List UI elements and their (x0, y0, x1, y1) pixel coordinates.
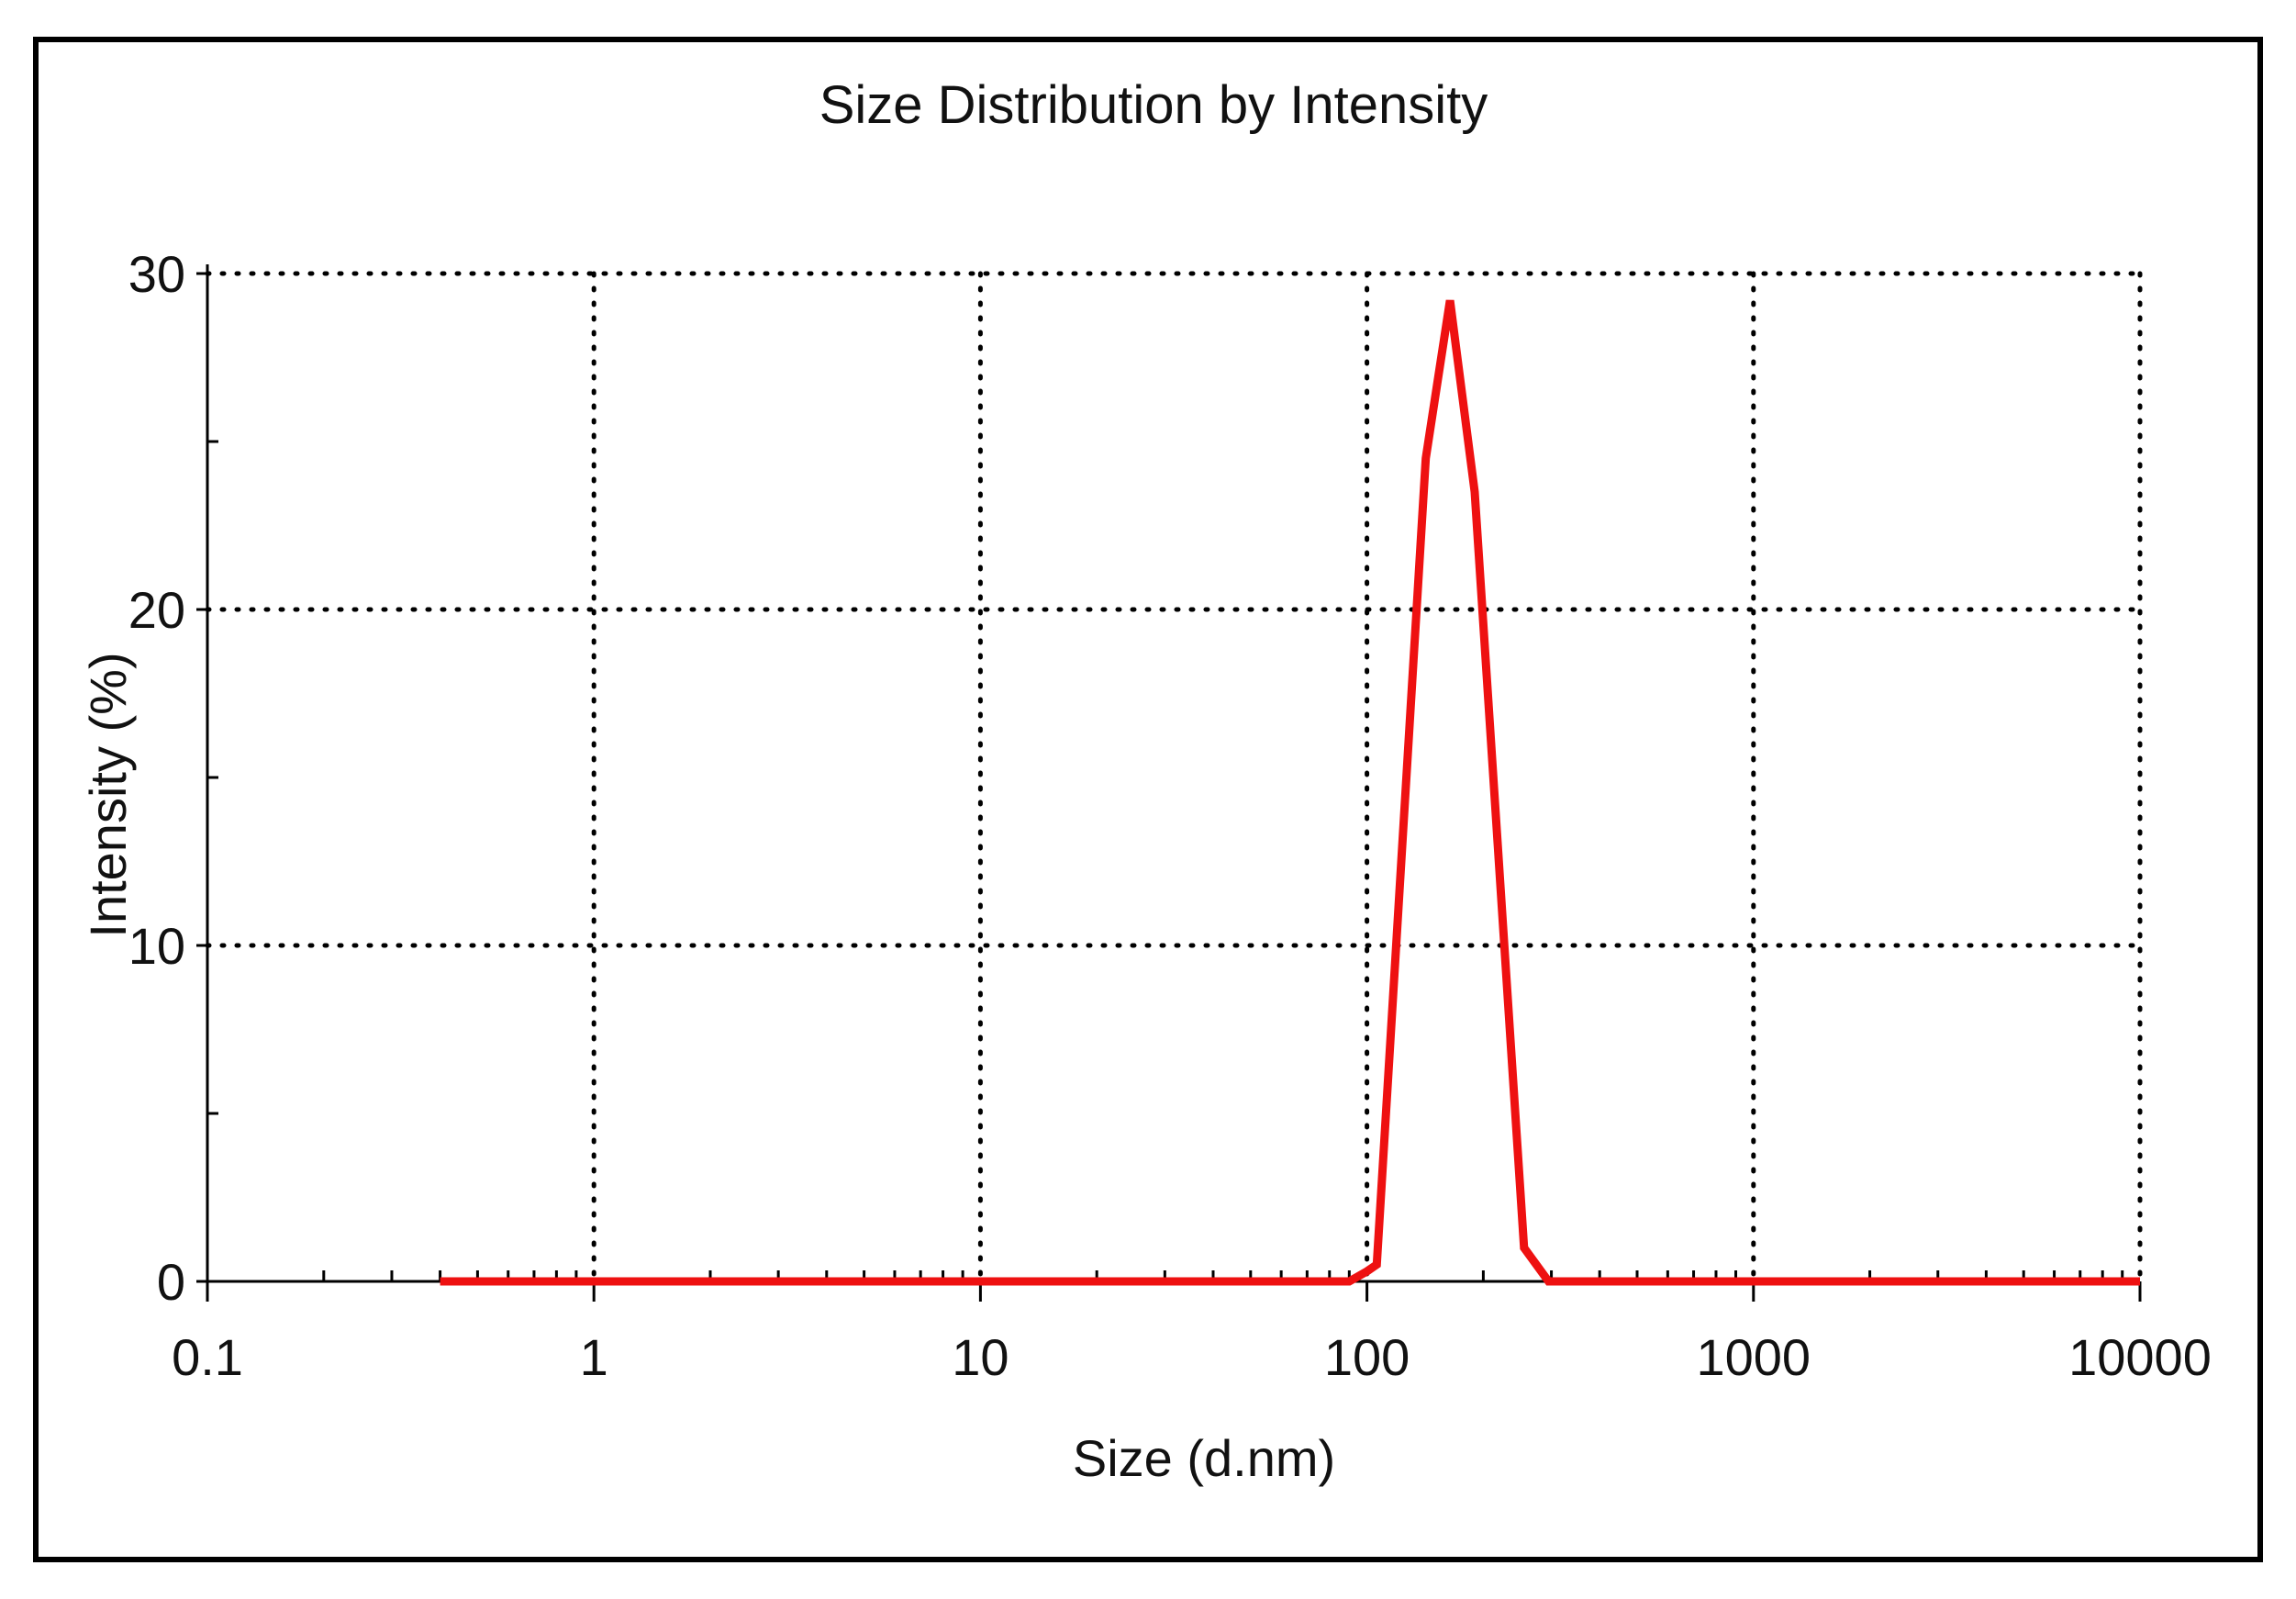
tick-labels: 0 10 20 30 0.1 1 10 100 1000 10000 (128, 245, 2212, 1386)
chart: Size Distribution by Intensity Intensity… (79, 75, 2212, 1487)
series-line-intensity (440, 299, 2140, 1286)
x-tick-label: 1000 (1697, 1328, 1811, 1386)
x-tick-label: 10 (952, 1328, 1009, 1386)
y-axis-label: Intensity (%) (79, 652, 137, 937)
x-tick-label: 100 (1324, 1328, 1410, 1386)
y-tick-label: 0 (157, 1253, 185, 1311)
y-tick-label: 10 (128, 917, 185, 975)
y-tick-label: 30 (128, 245, 185, 303)
x-tick-label: 1 (580, 1328, 608, 1386)
axes (196, 264, 2142, 1302)
x-tick-label: 10000 (2068, 1328, 2212, 1386)
y-tick-label: 20 (128, 581, 185, 639)
x-axis-label: Size (d.nm) (1073, 1429, 1335, 1487)
chart-frame: Size Distribution by Intensity Intensity… (33, 37, 2263, 1562)
chart-title: Size Distribution by Intensity (819, 75, 1488, 135)
x-tick-label: 0.1 (172, 1328, 243, 1386)
series (440, 299, 2140, 1286)
grid (205, 271, 2143, 1284)
